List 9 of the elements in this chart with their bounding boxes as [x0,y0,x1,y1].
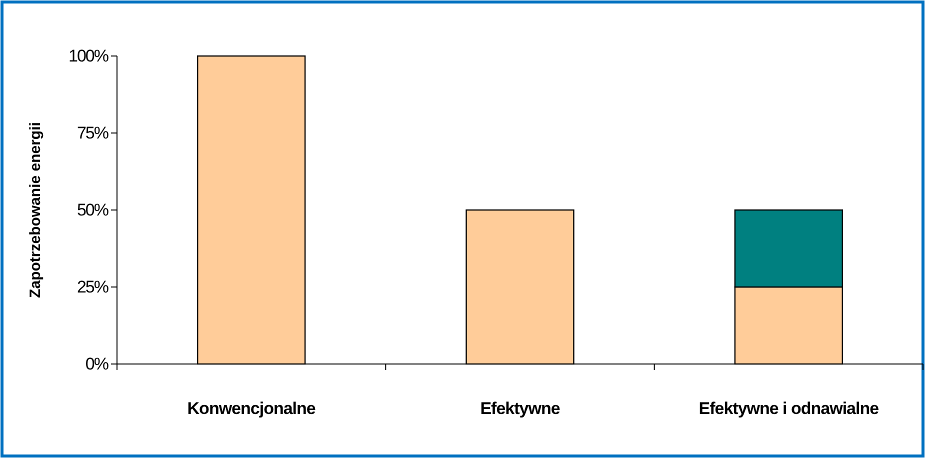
x-tick-label: Efektywne [480,399,560,418]
x-tick-label: Konwencjonalne [187,399,316,418]
y-axis-title: Zapotrzebowanie energii [27,122,44,298]
y-tick-label: 75% [76,123,109,142]
y-tick-label: 25% [76,277,109,296]
y-tick-label: 50% [76,200,109,220]
x-tick-label: Efektywne i odnawialne [698,399,879,418]
y-tick-label: 100% [68,46,109,66]
y-tick-label: 0% [85,354,109,374]
